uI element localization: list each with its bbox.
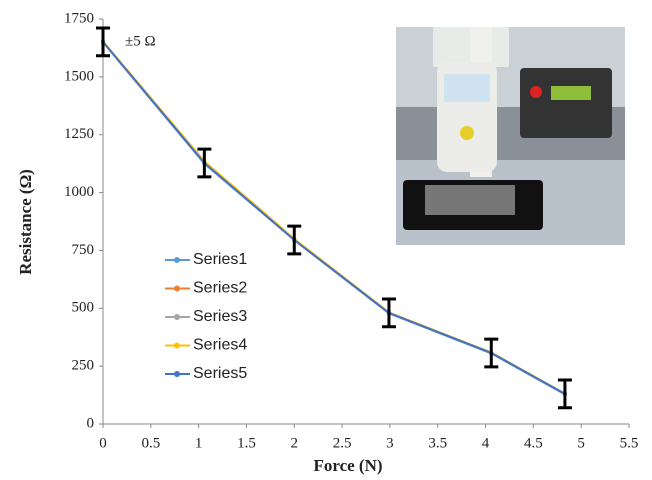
x-tick-label: 0.5 (141, 435, 160, 451)
y-axis-title: Resistance (Ω) (16, 169, 35, 275)
error-bar (96, 26, 110, 58)
legend-marker (174, 342, 180, 349)
x-tick-label: 3 (386, 435, 394, 451)
legend-label: Series3 (193, 308, 247, 325)
annotation: ±5 Ω (125, 33, 156, 49)
y-tick-label: 500 (72, 300, 95, 316)
legend-label: Series1 (193, 251, 247, 268)
y-tick-label: 250 (72, 358, 95, 374)
legend-marker (174, 285, 180, 292)
error-bar (197, 147, 212, 179)
y-tick-label: 750 (72, 242, 95, 258)
x-tick-label: 4 (482, 435, 490, 451)
series-line (102, 41, 566, 395)
error-bar (484, 337, 499, 369)
error-bar (287, 224, 302, 256)
inset-photo (396, 27, 625, 245)
x-tick-label: 2 (291, 435, 299, 451)
x-tick-label: 1.5 (237, 435, 256, 451)
x-tick-label: 5.5 (620, 435, 639, 451)
y-tick-label: 1750 (64, 10, 94, 26)
error-bar (381, 297, 396, 329)
x-tick-label: 1 (195, 435, 203, 451)
legend-label: Series4 (193, 337, 247, 354)
legend-label: Series5 (193, 365, 247, 382)
legend-marker (174, 257, 180, 263)
y-tick-label: 1500 (64, 68, 94, 84)
legend-marker (174, 371, 180, 377)
legend-label: Series2 (193, 280, 247, 297)
x-tick-label: 5 (577, 435, 585, 451)
x-tick-label: 4.5 (524, 435, 543, 451)
y-tick-label: 1000 (64, 184, 94, 200)
y-tick-label: 0 (87, 415, 95, 431)
x-tick-label: 0 (99, 435, 107, 451)
x-tick-label: 2.5 (333, 435, 352, 451)
y-tick-label: 1250 (64, 126, 94, 142)
x-axis-title: Force (N) (313, 456, 382, 475)
x-tick-label: 3.5 (428, 435, 447, 451)
legend-marker (174, 314, 180, 320)
error-bar (557, 378, 572, 410)
